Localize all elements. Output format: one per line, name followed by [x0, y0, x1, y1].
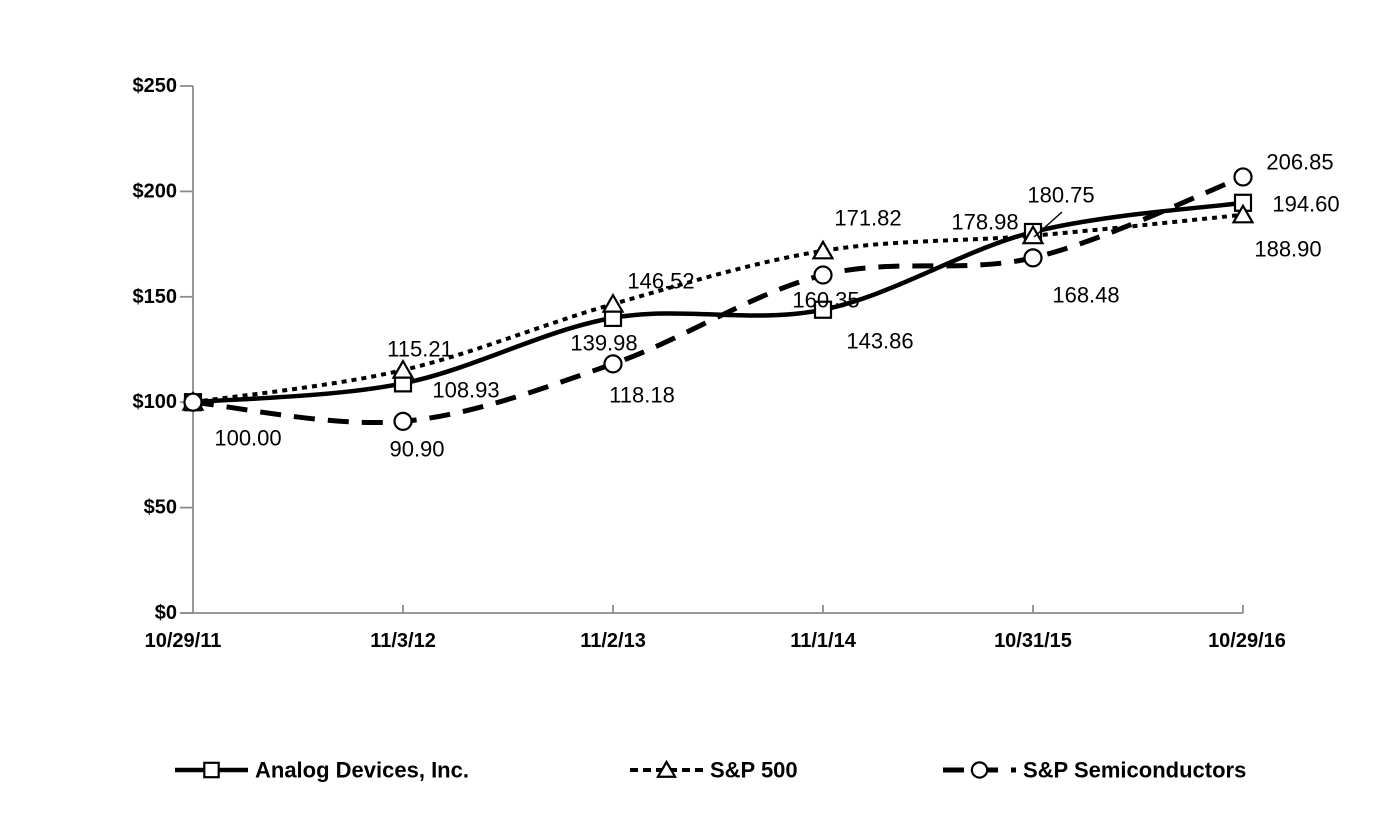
data-label: 178.98: [951, 210, 1018, 235]
series-markers: [181, 167, 1255, 431]
data-label: 206.85: [1266, 150, 1333, 175]
data-point-marker-triangle: [811, 239, 835, 260]
annotations: [1033, 211, 1063, 238]
series-line-circle: [192, 174, 1244, 426]
data-point-marker-triangle: [391, 358, 415, 379]
x-tick-label: 11/1/14: [790, 630, 857, 652]
y-tick-label: $0: [155, 602, 177, 624]
data-label: 139.98: [570, 331, 637, 356]
data-point-marker-square: [813, 300, 833, 319]
data-label: 108.93: [432, 378, 499, 403]
data-point-marker-circle: [813, 265, 833, 285]
legend-marker-circle: [970, 761, 989, 779]
data-point-marker-triangle: [601, 292, 625, 313]
data-point-marker-triangle: [1021, 224, 1045, 245]
x-tick-label: 11/2/13: [580, 630, 646, 652]
data-label: 180.75: [1027, 183, 1094, 208]
legend-marker-triangle: [656, 759, 677, 778]
legend-label: S&P 500: [710, 758, 798, 783]
data-point-marker-triangle: [1231, 203, 1255, 224]
data-label: 90.90: [389, 437, 444, 462]
data-label-leader-line: [1033, 211, 1063, 238]
data-labels: 100.00 108.93 139.98 143.86 180.75 194.60 115.…: [214, 150, 1339, 462]
y-tick-label: $100: [133, 391, 178, 413]
data-label: 188.90: [1254, 237, 1321, 262]
data-label: 194.60: [1272, 192, 1339, 217]
data-point-marker-circle: [183, 392, 203, 412]
legend-marker-square: [203, 761, 220, 779]
data-label: 118.18: [609, 383, 675, 408]
data-label: 143.86: [846, 329, 913, 354]
legend: Analog Devices, Inc. S&P 500 S&P Semicondu…: [175, 758, 1246, 783]
x-tick-label: 11/3/12: [370, 630, 436, 652]
data-label: 115.21: [387, 337, 453, 362]
data-label: 171.82: [834, 206, 901, 231]
data-point-marker-circle: [1233, 167, 1253, 187]
data-label: 100.00: [214, 426, 281, 451]
y-tick-label: $50: [144, 497, 177, 519]
series-lines: [192, 174, 1244, 426]
series-line-triangle: [192, 212, 1244, 405]
data-point-marker-circle: [1023, 248, 1043, 268]
y-axis: $250 $200 $150 $100 $50 $0: [133, 75, 194, 624]
data-point-marker-circle: [603, 354, 623, 374]
data-label: 168.48: [1052, 283, 1119, 308]
x-tick-label: 10/31/15: [994, 630, 1072, 652]
x-tick-label: 10/29/16: [1208, 630, 1286, 652]
data-point-marker-circle: [393, 411, 413, 431]
data-label: 160.35: [792, 288, 859, 313]
legend-label: S&P Semiconductors: [1023, 758, 1246, 783]
legend-label: Analog Devices, Inc.: [255, 758, 469, 783]
data-label: 146.52: [627, 269, 694, 294]
y-tick-label: $250: [133, 75, 178, 97]
y-tick-label: $200: [133, 180, 178, 202]
y-tick-label: $150: [133, 286, 178, 308]
x-axis: 10/29/11 11/3/12 11/2/13 11/1/14 10/31/15 10/…: [145, 605, 1286, 652]
x-tick-label: 10/29/11: [145, 630, 222, 652]
